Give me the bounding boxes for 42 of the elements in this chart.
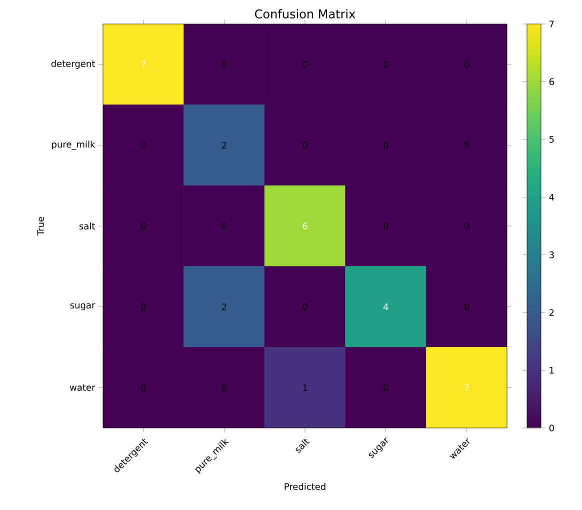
data-label: 0: [302, 303, 308, 310]
chart-title: Confusion Matrix: [255, 9, 356, 18]
data-label: 0: [222, 384, 226, 391]
data-label: 0: [141, 303, 146, 310]
color-bar-label: 2: [549, 309, 554, 316]
data-label: 0: [464, 60, 469, 68]
data-label: 0: [384, 142, 388, 149]
x-axis-title: Predicted: [284, 483, 326, 490]
y-tick-label: sugar: [70, 303, 96, 310]
data-label: 7: [141, 61, 146, 68]
y-tick-label: salt: [79, 222, 95, 230]
data-label: 0: [464, 303, 469, 310]
data-label: 1: [303, 384, 308, 391]
data-label: 7: [464, 384, 469, 391]
data-label: 0: [222, 60, 226, 68]
data-label: 0: [384, 222, 388, 230]
y-tick-label: water: [70, 384, 96, 391]
color-bar-label: 5: [549, 136, 554, 143]
y-axis-title: True: [37, 216, 44, 236]
data-label: 2: [222, 303, 226, 310]
data-label: 0: [464, 142, 469, 149]
color-bar-label: 4: [549, 194, 554, 200]
y-tick-label: detergent: [51, 60, 95, 69]
data-label: 0: [141, 222, 146, 230]
color-bar-label: 3: [549, 251, 554, 258]
color-bar-label: 1: [550, 366, 554, 374]
data-label: 0: [222, 222, 226, 230]
data-label: 0: [384, 384, 388, 391]
color-bar-label: 7: [550, 20, 554, 28]
color-bar-label: 6: [549, 78, 554, 86]
data-label: 0: [302, 142, 308, 149]
data-label: 0: [302, 60, 308, 68]
color-bar-label: 0: [549, 424, 554, 432]
data-label: 0: [141, 142, 146, 149]
data-label: 0: [464, 222, 469, 230]
data-label: 0: [384, 60, 388, 68]
y-tick-label: pure_milk: [52, 140, 96, 150]
data-label: 6: [302, 222, 308, 230]
x-tick-label: salt: [296, 438, 310, 454]
data-label: 2: [222, 142, 226, 149]
data-label: 4: [383, 304, 388, 310]
data-label: 0: [141, 384, 146, 391]
